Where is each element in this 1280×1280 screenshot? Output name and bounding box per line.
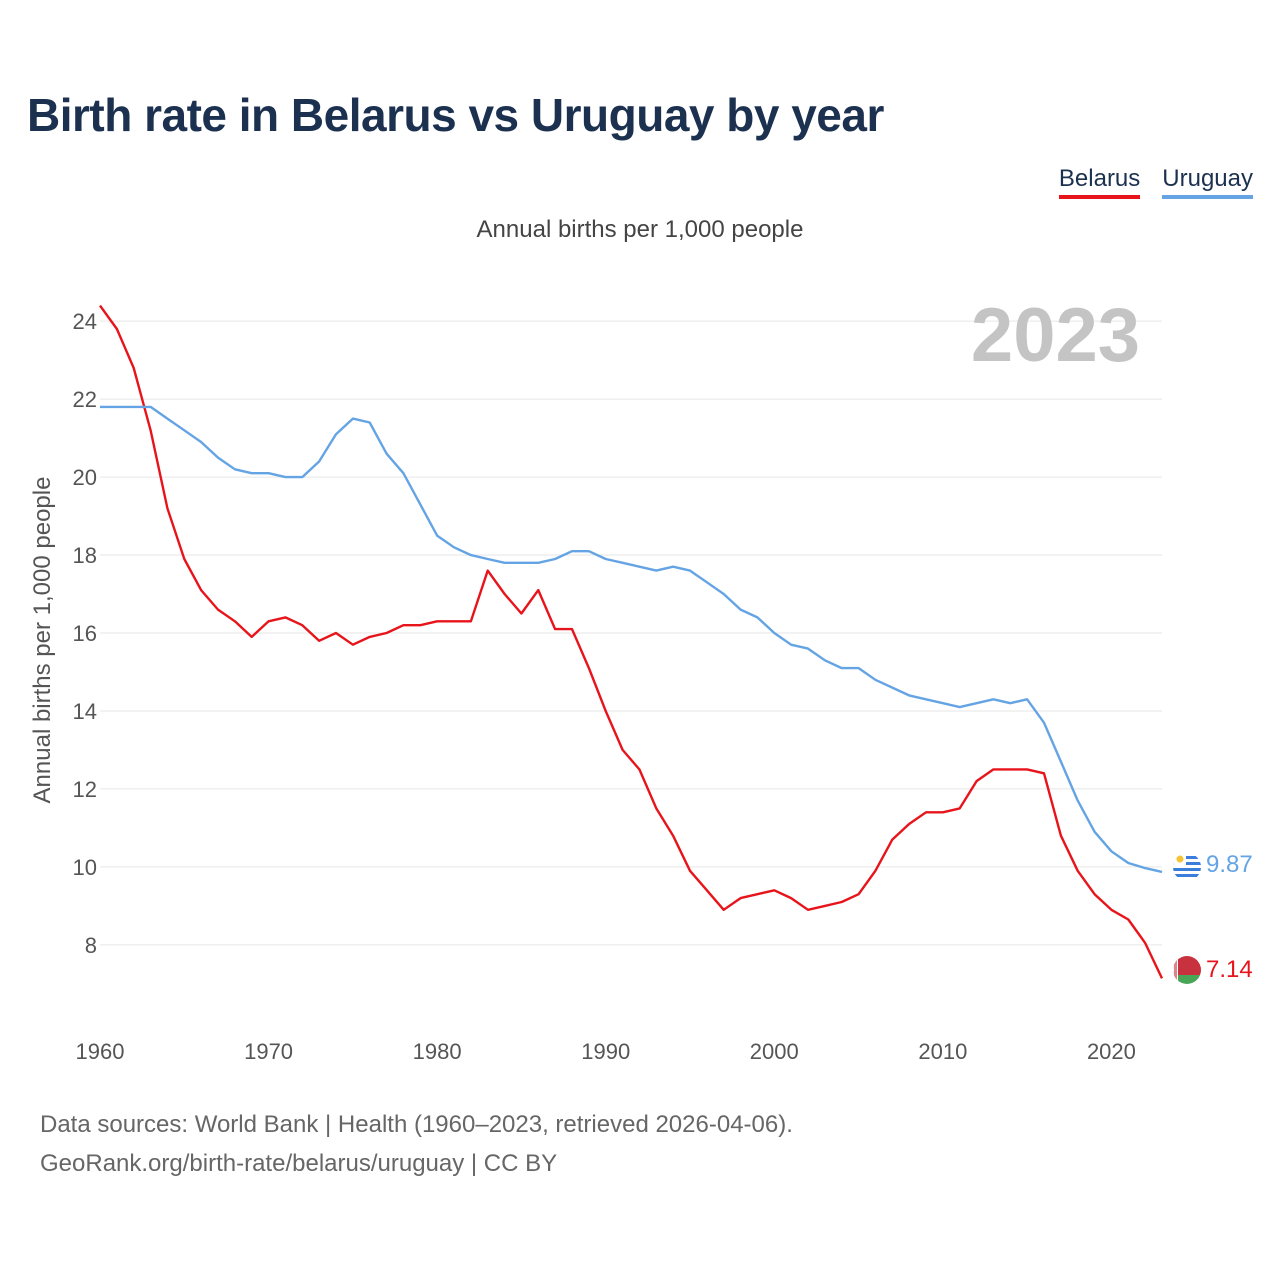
legend-item-belarus[interactable]: Belarus bbox=[1058, 165, 1141, 199]
grid-lines bbox=[100, 320, 1162, 946]
series-line-uruguay[interactable] bbox=[100, 405, 1163, 874]
footer-link[interactable]: GeoRank.org/birth-rate/belarus/uruguay |… bbox=[40, 1150, 558, 1177]
y-tick-label: 22 bbox=[73, 387, 97, 412]
x-tick-label: 2010 bbox=[918, 1039, 967, 1064]
y-tick-label: 16 bbox=[73, 621, 97, 646]
y-tick-label: 10 bbox=[73, 855, 97, 880]
x-tick-label: 1970 bbox=[244, 1039, 293, 1064]
y-tick-label: 18 bbox=[73, 543, 97, 568]
y-axis-label: Annual births per 1,000 people bbox=[29, 477, 56, 804]
series-group bbox=[99, 304, 1164, 979]
belarus-flag-icon bbox=[1173, 956, 1201, 984]
x-tick-label: 1990 bbox=[581, 1039, 630, 1064]
chart-title: Birth rate in Belarus vs Uruguay by year bbox=[27, 89, 884, 141]
legend-item-uruguay[interactable]: Uruguay bbox=[1162, 165, 1253, 199]
y-tick-label: 8 bbox=[85, 933, 97, 958]
y-tick-label: 24 bbox=[73, 309, 97, 334]
y-axis-ticks: 8 10 12 14 16 18 20 22 24 bbox=[73, 309, 97, 958]
y-tick-label: 12 bbox=[73, 777, 97, 802]
y-tick-label: 20 bbox=[73, 465, 97, 490]
series-line-belarus[interactable] bbox=[99, 304, 1164, 979]
x-tick-label: 2020 bbox=[1087, 1039, 1136, 1064]
footer-sources: Data sources: World Bank | Health (1960–… bbox=[40, 1111, 793, 1138]
year-display: 2023 bbox=[971, 293, 1140, 378]
y-tick-label: 14 bbox=[73, 699, 97, 724]
x-tick-label: 2000 bbox=[750, 1039, 799, 1064]
x-axis-ticks: 1960 1970 1980 1990 2000 2010 2020 bbox=[76, 1039, 1136, 1064]
uruguay-flag-icon bbox=[1173, 853, 1201, 881]
legend: Belarus Uruguay bbox=[1058, 165, 1253, 199]
end-label-belarus: 7.14 bbox=[1206, 956, 1253, 983]
footer: Data sources: World Bank | Health (1960–… bbox=[40, 1105, 793, 1183]
x-tick-label: 1980 bbox=[413, 1039, 462, 1064]
x-tick-label: 1960 bbox=[76, 1039, 125, 1064]
end-label-uruguay: 9.87 bbox=[1206, 851, 1253, 878]
chart-subtitle: Annual births per 1,000 people bbox=[476, 216, 804, 243]
